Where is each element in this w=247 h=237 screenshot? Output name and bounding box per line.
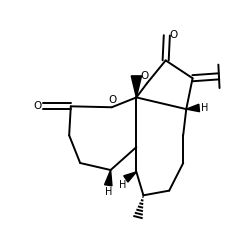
Text: O: O xyxy=(33,101,42,111)
Polygon shape xyxy=(104,170,112,186)
Text: O: O xyxy=(108,95,116,105)
Text: H: H xyxy=(104,187,112,197)
Text: H: H xyxy=(119,181,127,191)
Text: H: H xyxy=(201,103,208,113)
Polygon shape xyxy=(131,76,142,97)
Text: O: O xyxy=(141,71,149,81)
Text: O: O xyxy=(169,30,178,40)
Polygon shape xyxy=(124,172,136,182)
Polygon shape xyxy=(186,104,200,112)
